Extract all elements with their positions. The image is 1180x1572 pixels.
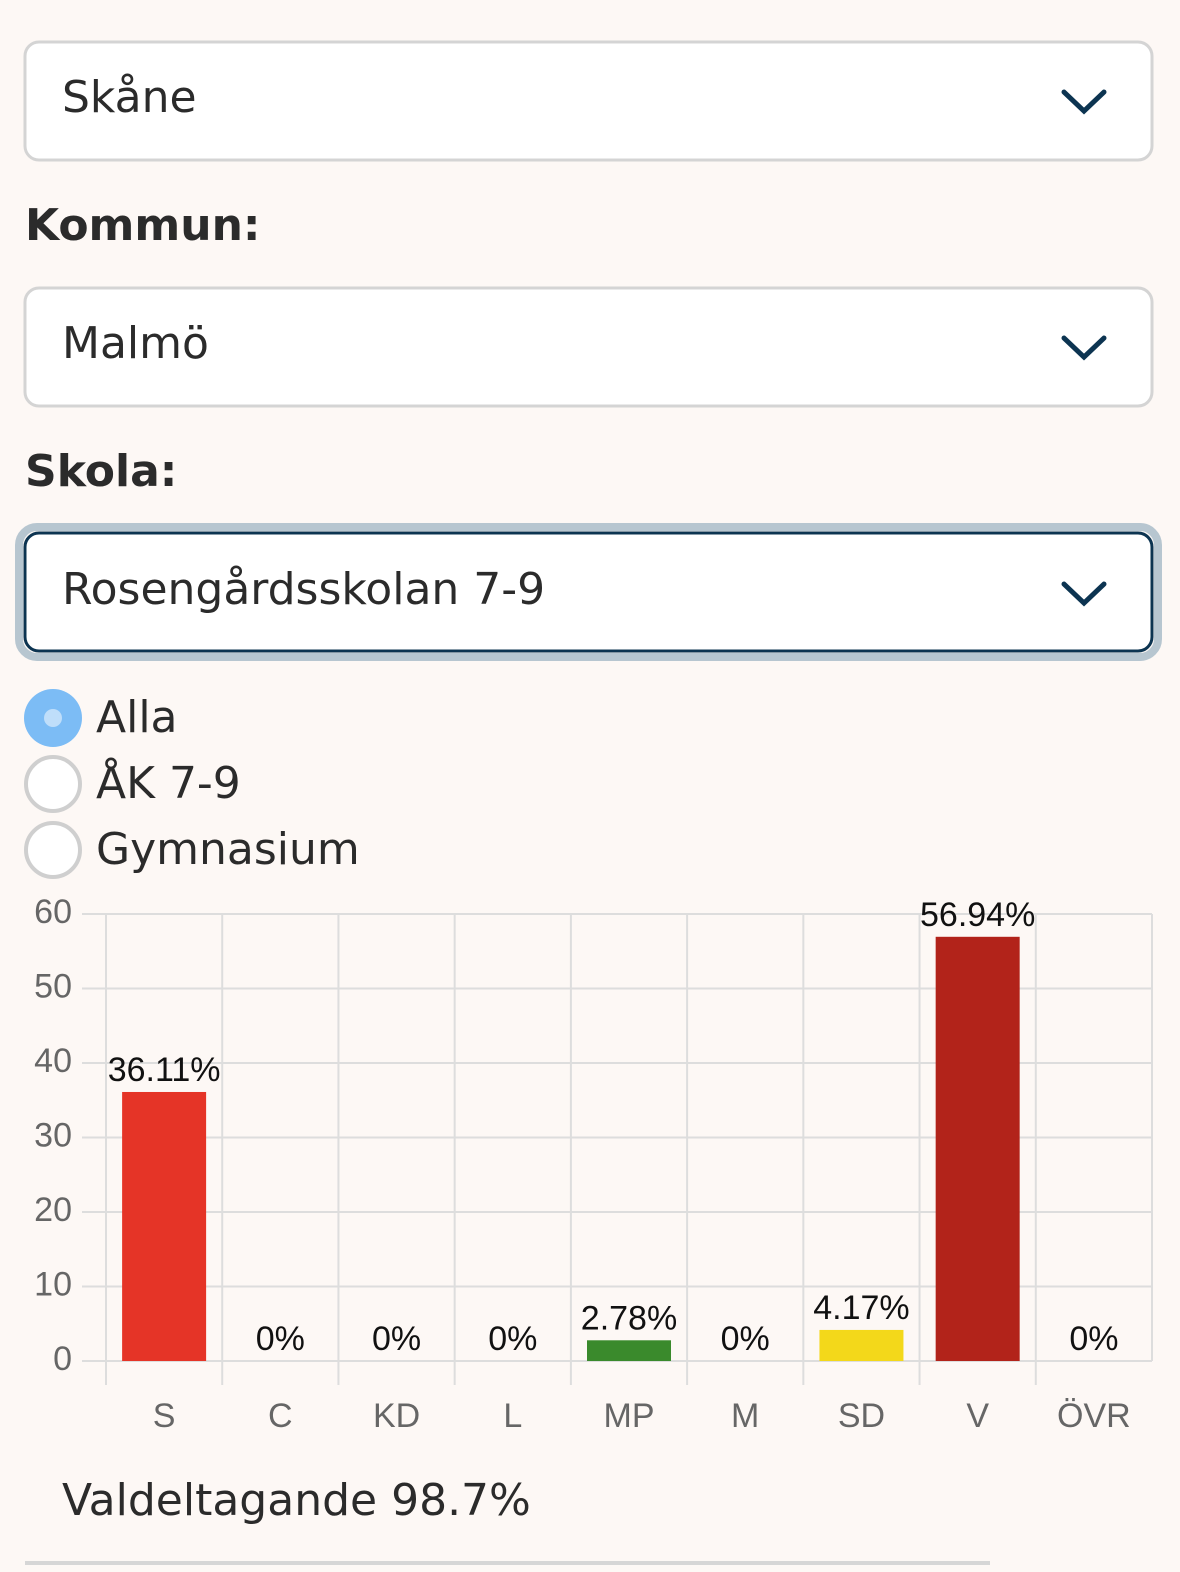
y-tick-label: 30: [34, 1116, 72, 1154]
bar: [819, 1329, 904, 1361]
kommun-value: Malmö: [62, 318, 209, 369]
radio[interactable]: [24, 755, 82, 813]
region-value: Skåne: [62, 72, 197, 123]
x-tick-label: L: [503, 1397, 522, 1435]
x-tick-label: MP: [604, 1397, 655, 1435]
bar: [587, 1340, 671, 1361]
value-label: 0%: [256, 1320, 305, 1358]
kommun-select[interactable]: [23, 286, 1154, 408]
radio-label: Alla: [96, 692, 178, 743]
value-label: 0%: [372, 1320, 421, 1358]
radio-dot: [44, 709, 62, 727]
region-select[interactable]: [23, 40, 1154, 162]
value-label: 0%: [1069, 1320, 1118, 1358]
y-tick-label: 10: [34, 1265, 72, 1303]
y-tick-label: 0: [53, 1340, 72, 1378]
x-tick-label: M: [731, 1397, 759, 1435]
y-tick-label: 40: [34, 1042, 72, 1080]
chevron: [1061, 581, 1107, 607]
turnout: Valdeltagande 98.7%: [62, 1475, 531, 1526]
kommun-label: Kommun:: [25, 200, 261, 251]
y-tick-label: 50: [34, 967, 72, 1005]
x-tick-label: KD: [373, 1397, 420, 1435]
x-tick-label: S: [153, 1397, 176, 1435]
x-tick-label: V: [966, 1397, 989, 1435]
value-label: 36.11%: [108, 1051, 221, 1089]
skola-label: Skola:: [25, 446, 177, 497]
value-label: 2.78%: [581, 1299, 677, 1337]
radio-label: ÅK 7-9: [96, 756, 241, 809]
value-label: 0%: [721, 1320, 770, 1358]
skola-select[interactable]: [23, 531, 1154, 653]
y-tick-label: 20: [34, 1191, 72, 1229]
value-label: 56.94%: [920, 896, 1035, 934]
value-label: 4.17%: [813, 1289, 909, 1327]
x-tick-label: ÖVR: [1057, 1397, 1131, 1435]
radio[interactable]: [24, 821, 82, 879]
x-tick-label: SD: [838, 1397, 885, 1435]
bar: [122, 1091, 207, 1361]
value-label: 0%: [488, 1320, 537, 1358]
x-tick-label: C: [268, 1397, 293, 1435]
radio-label: Gymnasium: [96, 824, 360, 875]
focus-ring: [15, 523, 1162, 661]
bar: [935, 936, 1020, 1361]
skola-value: Rosengårdsskolan 7-9: [62, 564, 545, 615]
chevron: [1061, 335, 1107, 361]
chevron: [1061, 89, 1107, 115]
y-tick-label: 60: [34, 893, 72, 931]
